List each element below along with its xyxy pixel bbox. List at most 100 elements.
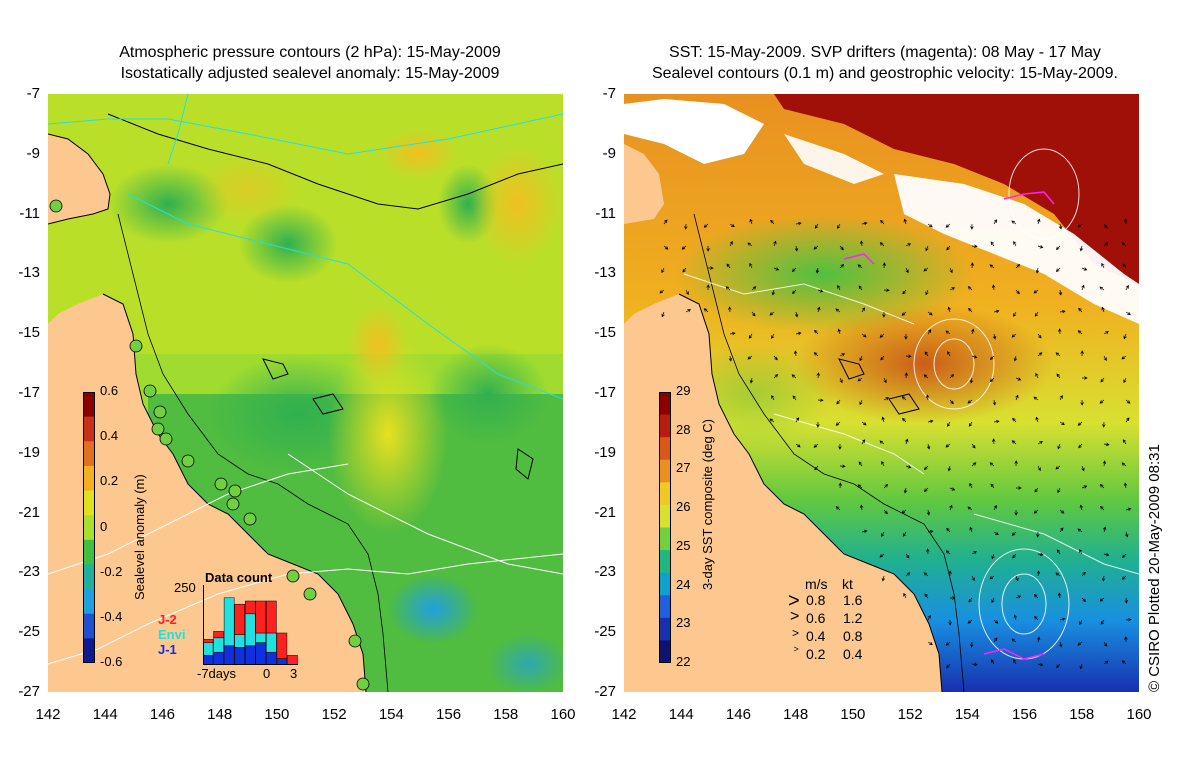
lon-tick-right: 158 — [1069, 706, 1095, 723]
colorbar-tick: -0.6 — [100, 654, 123, 669]
velocity-arrow — [883, 397, 890, 401]
sst-colorbar-label: 3-day SST composite (deg C) — [700, 419, 715, 590]
colorbar-segment — [659, 572, 671, 596]
velocity-arrow — [770, 219, 775, 225]
velocity-arrow — [682, 267, 687, 273]
velocity-arrow — [879, 440, 885, 445]
velocity-arrow — [1058, 223, 1063, 230]
velocity-arrow — [703, 308, 709, 313]
histogram-bar — [266, 632, 277, 653]
colorbar-segment — [83, 515, 95, 541]
velocity-arrow — [1059, 617, 1066, 621]
lat-tick-left: -27 — [18, 683, 40, 700]
lat-tick-right: -27 — [594, 683, 616, 700]
lat-tick-right: -17 — [594, 384, 616, 401]
velocity-arrow — [791, 289, 797, 295]
lat-tick-right: -9 — [602, 144, 616, 162]
velocity-legend-arrow: > — [793, 644, 799, 654]
lat-tick-right: -13 — [594, 264, 616, 282]
velocity-arrow — [1081, 284, 1085, 291]
velocity-arrow — [836, 399, 841, 405]
velocity-legend-header-kt: kt — [842, 576, 853, 592]
velocity-arrow — [946, 527, 951, 533]
velocity-arrow — [1037, 465, 1041, 472]
velocity-arrow — [1013, 240, 1017, 247]
velocity-arrow — [1125, 285, 1129, 291]
velocity-arrow — [1077, 528, 1083, 533]
velocity-arrow — [703, 223, 709, 228]
lat-tick-right: -15 — [594, 324, 616, 342]
velocity-arrow — [902, 289, 907, 295]
lat-tick-left: -15 — [18, 324, 40, 342]
velocity-arrow — [1034, 487, 1039, 493]
colorbar-segment — [659, 595, 671, 619]
left-title-line2: Isostatically adjusted sealevel anomaly:… — [120, 65, 500, 82]
histogram-bar — [255, 632, 267, 643]
velocity-arrow — [684, 223, 688, 230]
velocity-arrow — [839, 264, 845, 269]
velocity-arrow — [857, 264, 863, 269]
velocity-arrow — [1057, 487, 1061, 494]
lon-tick-right: 160 — [1126, 706, 1152, 723]
velocity-arrow — [1037, 441, 1043, 445]
velocity-arrow — [1059, 641, 1063, 648]
lon-tick-left: 152 — [321, 706, 347, 723]
velocity-arrow — [1123, 482, 1128, 489]
velocity-arrow — [883, 377, 887, 384]
histogram-bar — [287, 655, 298, 665]
velocity-arrow — [1058, 289, 1063, 296]
velocity-arrow — [773, 355, 778, 361]
histogram-axis — [203, 585, 298, 665]
velocity-arrow — [1100, 619, 1105, 625]
velocity-arrow — [993, 505, 997, 511]
velocity-arrow — [968, 307, 973, 313]
velocity-arrow — [773, 374, 779, 379]
velocity-arrow — [948, 570, 952, 577]
inset-legend-entry: Envi — [158, 627, 186, 642]
lat-tick-right: -21 — [594, 503, 616, 521]
velocity-arrow — [969, 377, 974, 384]
colorbar-segment — [659, 459, 671, 483]
velocity-arrow — [923, 572, 929, 577]
velocity-arrow — [1080, 350, 1084, 357]
velocity-arrow — [989, 355, 995, 361]
velocity-arrow — [1059, 421, 1065, 426]
velocity-arrow — [749, 218, 753, 225]
lat-tick-left: -11 — [19, 204, 40, 222]
colorbar-segment — [659, 527, 671, 551]
velocity-arrow — [858, 461, 863, 467]
colorbar-frame — [659, 392, 671, 663]
velocity-arrow — [1103, 223, 1108, 229]
velocity-arrow — [967, 399, 973, 404]
velocity-arrow — [1013, 355, 1018, 362]
velocity-arrow — [1015, 377, 1022, 381]
velocity-arrow — [729, 241, 733, 247]
velocity-arrow — [1011, 220, 1017, 225]
velocity-arrow — [729, 331, 736, 336]
velocity-arrow — [1077, 330, 1083, 335]
velocity-arrow — [905, 267, 909, 274]
velocity-arrow — [1099, 484, 1105, 489]
colorbar-tick: 24 — [676, 576, 691, 592]
velocity-arrow — [1055, 465, 1061, 470]
velocity-arrow — [839, 353, 846, 357]
velocity-arrow — [991, 284, 996, 291]
velocity-arrow — [971, 328, 975, 335]
velocity-arrow — [1033, 396, 1039, 401]
lon-tick-left: 158 — [493, 706, 519, 723]
velocity-arrow — [1081, 485, 1088, 489]
velocity-legend-arrow: > — [788, 590, 800, 612]
velocity-arrow — [1122, 439, 1127, 445]
lat-tick-left: -19 — [18, 443, 40, 461]
sealevel-anomaly-map — [48, 94, 563, 692]
colorbar-tick: 26 — [676, 499, 691, 515]
velocity-arrow — [990, 659, 995, 665]
velocity-arrow — [949, 287, 956, 291]
velocity-arrow — [771, 289, 776, 296]
histogram-bar — [223, 597, 235, 647]
velocity-arrow — [1055, 352, 1061, 357]
velocity-arrow — [1121, 355, 1127, 360]
colorbar-segment — [83, 416, 95, 442]
velocity-arrow — [725, 286, 731, 291]
velocity-arrow — [968, 597, 973, 603]
